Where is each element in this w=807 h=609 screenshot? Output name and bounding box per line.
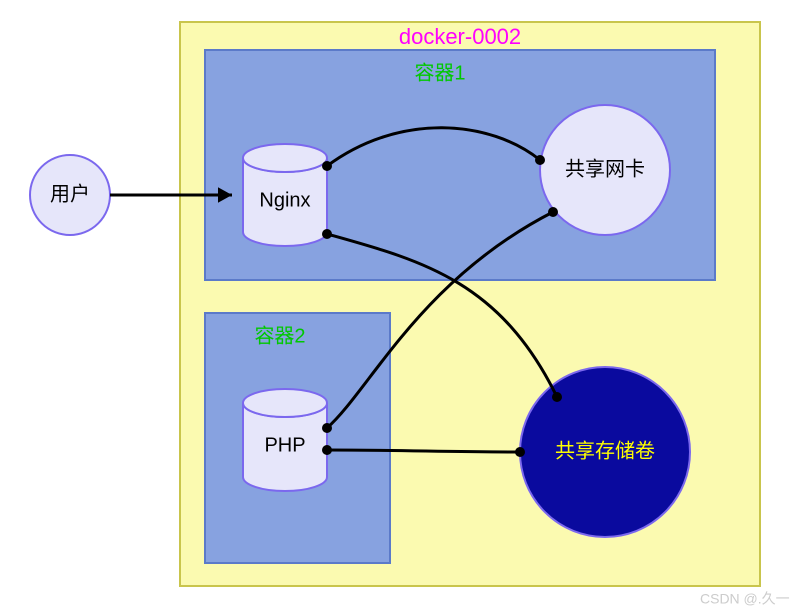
- network-node-label: 共享网卡: [565, 157, 645, 180]
- container2-label: 容器2: [254, 324, 305, 347]
- edge-1-dot-start: [322, 229, 332, 239]
- main-title: docker-0002: [399, 24, 521, 49]
- edge-1-dot-end: [552, 392, 562, 402]
- php-cylinder-label: PHP: [264, 434, 305, 456]
- container1-label: 容器1: [414, 61, 465, 84]
- edge-3-dot-start: [322, 445, 332, 455]
- edge-3-dot-end: [515, 447, 525, 457]
- edge-0-dot-start: [322, 161, 332, 171]
- user-node-label: 用户: [50, 182, 90, 205]
- edge-2-dot-start: [322, 423, 332, 433]
- nginx-cylinder-label: Nginx: [259, 189, 310, 211]
- edge-2-dot-end: [548, 207, 558, 217]
- php-cylinder-top: [243, 389, 327, 417]
- storage-node-label: 共享存储卷: [555, 439, 655, 462]
- nginx-cylinder-top: [243, 144, 327, 172]
- edge-0-dot-end: [535, 155, 545, 165]
- watermark: CSDN @.久一: [700, 591, 790, 607]
